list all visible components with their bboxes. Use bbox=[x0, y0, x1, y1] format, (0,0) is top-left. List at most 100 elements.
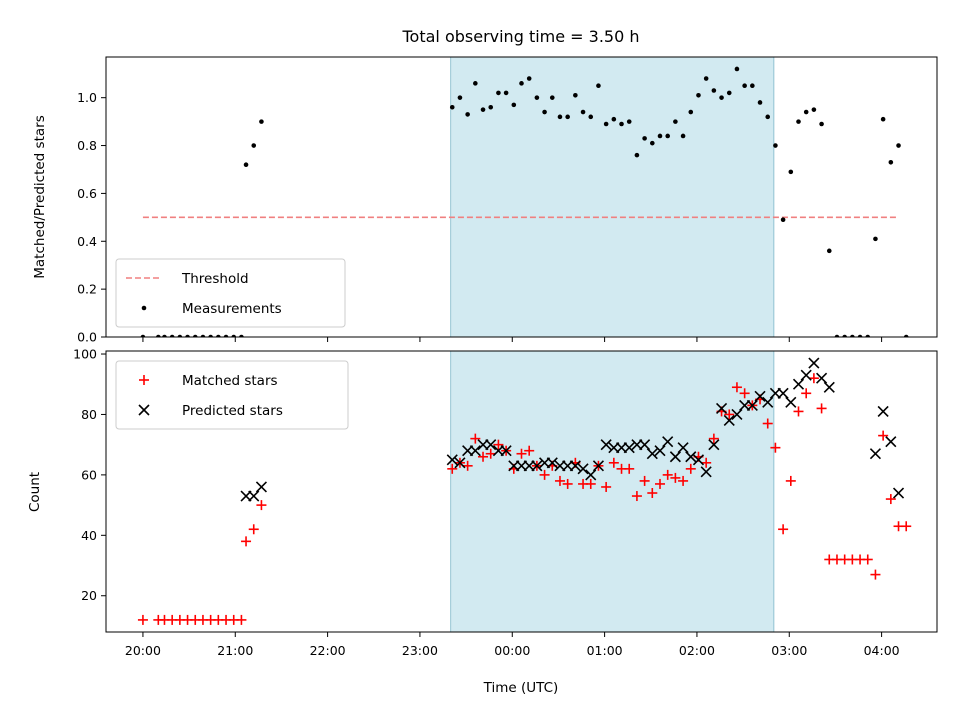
top-series-0-point-11 bbox=[231, 334, 237, 337]
top-series-0-point-14 bbox=[251, 143, 257, 148]
bottom-series-1-point-14-b bbox=[531, 460, 543, 472]
top-y-axis-label: Matched/Predicted stars bbox=[32, 115, 48, 278]
top-series-0-point-63 bbox=[811, 107, 817, 112]
bottom-series-0-point-18 bbox=[462, 460, 473, 471]
x-tick-label: 21:00 bbox=[217, 643, 253, 658]
top-series-0-point-31 bbox=[565, 114, 570, 120]
top-y-tick-label: 0.6 bbox=[77, 186, 97, 201]
bottom-series-0-point-75 bbox=[901, 521, 912, 532]
bottom-series-1-point-21 bbox=[585, 469, 597, 481]
top-plot-area bbox=[140, 66, 909, 337]
top-series-0-point-68 bbox=[850, 334, 855, 337]
bottom-series-1-point-29-b bbox=[646, 448, 658, 460]
bottom-series-1-point-38-b bbox=[715, 402, 728, 414]
top-series-0-point-24 bbox=[511, 102, 517, 108]
top-panel: 0.0 0.2 0.4 0.6 0.8 1.0 Threshold Measurements bbox=[77, 56, 938, 345]
top-series-0-point-2 bbox=[162, 334, 167, 337]
bottom-series-0-point-45 bbox=[670, 472, 681, 483]
bottom-series-1-point-35 bbox=[692, 454, 705, 466]
top-series-0-point-8 bbox=[208, 334, 213, 337]
bottom-series-1-point-51 bbox=[816, 372, 828, 384]
bottom-series-0-point-60 bbox=[785, 475, 796, 486]
bottom-series-1-point-10 bbox=[500, 445, 512, 457]
bottom-series-0-point-41 bbox=[639, 475, 650, 486]
bottom-series-0-point-28 bbox=[539, 469, 550, 480]
bottom-series-1-point-56 bbox=[892, 487, 905, 499]
top-series-0-point-45 bbox=[673, 119, 678, 124]
bottom-series-1-point-40 bbox=[731, 408, 743, 421]
bottom-series-1-point-2-b bbox=[255, 481, 267, 493]
top-series-0-point-29 bbox=[549, 95, 555, 100]
bottom-series-0-point-44 bbox=[662, 469, 673, 480]
top-series-0-point-54 bbox=[742, 83, 747, 89]
bottom-series-1-point-22 bbox=[592, 460, 605, 472]
top-series-0-point-28 bbox=[542, 109, 547, 115]
bottom-series-1-point-29 bbox=[646, 448, 658, 460]
bottom-series-0-point-42 bbox=[647, 488, 658, 499]
bottom-series-1-point-32-b bbox=[669, 451, 681, 463]
top-axes-frame bbox=[105, 56, 938, 338]
bottom-series-1-point-40-b bbox=[731, 408, 743, 421]
chart-title: Total observing time = 3.50 h bbox=[401, 27, 639, 46]
top-series-0-point-52 bbox=[726, 90, 732, 96]
legend-x-swatch bbox=[138, 404, 150, 416]
bottom-series-1-point-53-b bbox=[869, 448, 882, 460]
bottom-series-1-point-55-b bbox=[885, 436, 897, 448]
bottom-series-0-point-14 bbox=[248, 524, 259, 535]
top-series-0-point-39 bbox=[626, 119, 632, 124]
top-series-0-point-13 bbox=[243, 162, 249, 167]
top-series-0-point-55 bbox=[750, 83, 755, 89]
top-series-0-point-1 bbox=[156, 334, 161, 337]
x-tick-label: 03:00 bbox=[771, 643, 807, 658]
bottom-series-0-point-22 bbox=[493, 439, 504, 450]
top-series-0-point-53 bbox=[734, 66, 740, 72]
bottom-series-0-point-43 bbox=[655, 478, 665, 489]
top-series-0-point-62 bbox=[803, 109, 809, 115]
top-series-0-point-35 bbox=[596, 83, 601, 89]
top-legend: Threshold Measurements bbox=[115, 258, 346, 328]
bottom-series-1-point-56-b bbox=[892, 487, 905, 499]
top-series-0-point-64 bbox=[819, 121, 824, 127]
bottom-series-1-point-54 bbox=[877, 405, 889, 417]
bottom-series-1-point-16-b bbox=[546, 457, 558, 469]
bottom-series-0-point-61 bbox=[793, 406, 804, 417]
bottom-series-0-point-54 bbox=[739, 388, 750, 399]
top-series-0-point-50 bbox=[711, 88, 717, 93]
bottom-series-1-point-4 bbox=[454, 457, 466, 469]
top-series-0-point-69 bbox=[857, 334, 863, 337]
top-series-0-point-6 bbox=[192, 334, 198, 337]
top-series-0-point-21 bbox=[488, 104, 494, 110]
top-series-0-point-59 bbox=[780, 217, 786, 223]
top-series-0-point-20 bbox=[480, 107, 486, 112]
top-series-0-point-25 bbox=[519, 81, 524, 86]
bottom-series-1-point-30 bbox=[654, 445, 666, 457]
bottom-y-tick-label: 100 bbox=[73, 347, 97, 362]
bottom-series-1-point-36-b bbox=[700, 466, 712, 478]
bottom-series-1-point-6 bbox=[469, 445, 481, 457]
bottom-y-axis-label: Count bbox=[27, 472, 43, 512]
bottom-series-1-point-36 bbox=[700, 466, 712, 478]
bottom-series-1-point-10-b bbox=[500, 445, 512, 457]
bottom-y-tick-label: 60 bbox=[81, 467, 97, 482]
top-series-0-point-15 bbox=[259, 119, 264, 124]
x-tick-label: 01:00 bbox=[587, 643, 623, 658]
bottom-series-0-point-21 bbox=[485, 448, 496, 459]
bottom-series-1-point-50-b bbox=[808, 357, 820, 369]
top-series-0-point-41 bbox=[642, 136, 647, 141]
top-series-0-point-4 bbox=[177, 334, 183, 337]
bottom-series-1-point-19-b bbox=[569, 460, 581, 472]
bottom-series-1-point-19 bbox=[569, 460, 581, 472]
bottom-series-1-point-28-b bbox=[639, 439, 651, 451]
bottom-series-1-point-42-b bbox=[746, 399, 758, 411]
bottom-series-0-point-31 bbox=[562, 478, 573, 489]
top-series-0-point-34 bbox=[588, 114, 594, 120]
bottom-series-1-point-16 bbox=[546, 457, 558, 469]
top-y-tick-label: 1.0 bbox=[77, 90, 97, 105]
top-series-0-point-22 bbox=[496, 90, 501, 96]
bottom-series-1-point-3 bbox=[446, 454, 458, 466]
bottom-series-1-point-6-b bbox=[469, 445, 481, 457]
top-series-0-point-48 bbox=[696, 92, 701, 98]
top-series-0-point-73 bbox=[888, 159, 894, 165]
bottom-series-1-point-31 bbox=[662, 436, 674, 448]
